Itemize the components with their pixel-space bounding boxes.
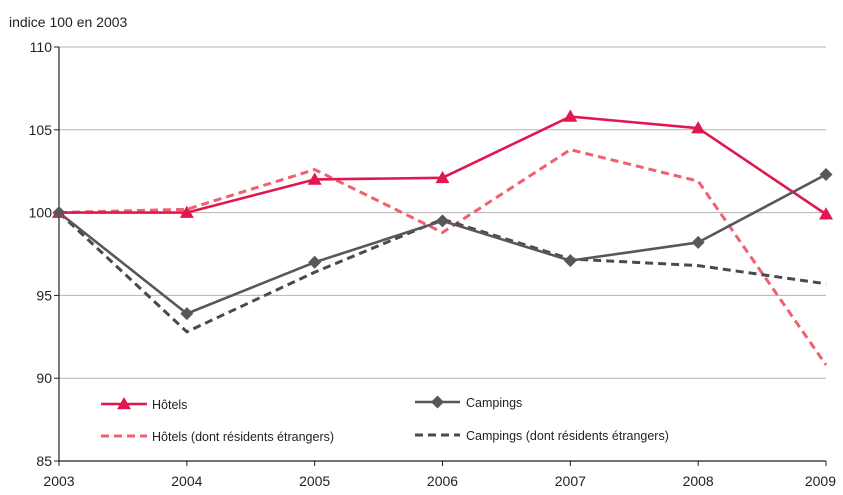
series-line — [57, 211, 827, 334]
data-point — [691, 121, 706, 134]
legend-label: Campings (dont résidents étrangers) — [466, 429, 669, 443]
x-tick-label: 2004 — [171, 473, 202, 489]
data-point — [563, 254, 577, 268]
x-tick-label: 2003 — [43, 473, 74, 489]
series-markers — [52, 109, 833, 321]
legend: Hôtels Campings Hôtels (dont résidents étr… — [101, 395, 669, 444]
series-lines — [57, 115, 828, 366]
series-line — [58, 148, 828, 366]
legend-label: Hôtels (dont résidents étrangers) — [152, 430, 334, 444]
x-tick-label: 2005 — [299, 473, 330, 489]
legend-label: Hôtels — [152, 398, 187, 412]
data-point — [307, 172, 322, 185]
legend-marker — [431, 395, 444, 409]
y-tick-label: 85 — [36, 453, 52, 469]
data-point — [435, 170, 450, 184]
y-tick-label: 110 — [30, 39, 53, 55]
data-point — [308, 255, 322, 269]
series-line — [59, 115, 827, 216]
y-tick-label: 105 — [29, 122, 53, 138]
data-point — [819, 168, 833, 182]
y-tick-label: 95 — [36, 287, 52, 303]
legend-marker — [117, 397, 131, 410]
data-point — [180, 307, 194, 321]
x-tick-label: 2007 — [555, 473, 586, 489]
x-tick-label: 2008 — [683, 473, 714, 489]
data-point — [179, 205, 194, 218]
x-tick-label: 2009 — [805, 473, 836, 489]
y-unit-label: indice 100 en 2003 — [9, 14, 128, 30]
data-point — [436, 214, 449, 228]
series-line — [58, 173, 827, 315]
data-point — [819, 207, 833, 220]
axes: 85 90 95 100 105 110 2003 2004 2005 2006 2007 2008 2… — [29, 39, 837, 489]
y-tick-label: 90 — [36, 370, 52, 386]
legend-label: Campings — [466, 396, 522, 410]
y-tick-label: 100 — [29, 205, 53, 221]
data-point — [52, 206, 66, 220]
data-point — [691, 235, 705, 249]
x-tick-label: 2006 — [427, 473, 458, 489]
data-point — [563, 109, 578, 122]
